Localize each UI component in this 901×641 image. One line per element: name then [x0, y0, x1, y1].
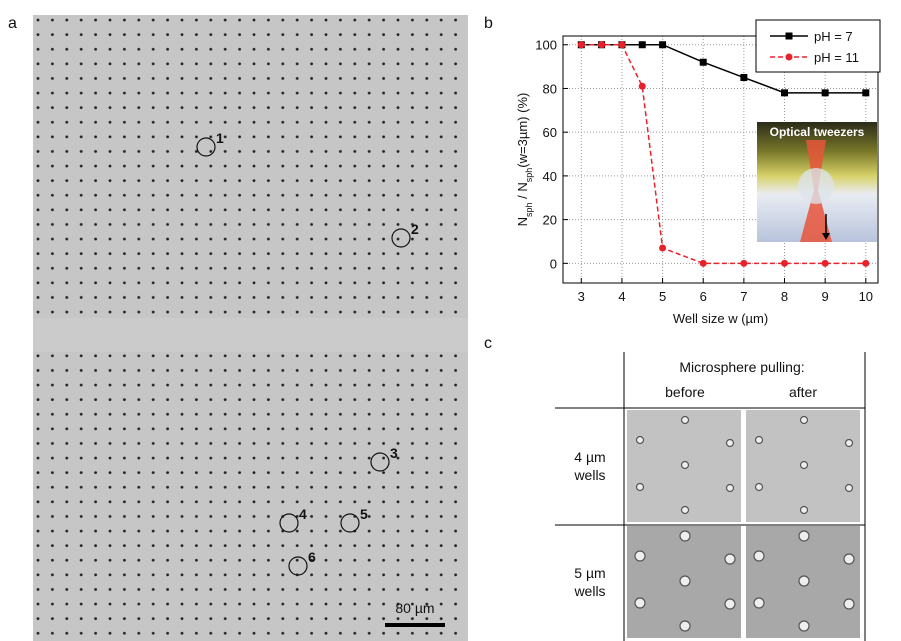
point [659, 41, 666, 48]
point [781, 89, 788, 96]
x-tick-label: 5 [659, 289, 666, 304]
sphere [798, 168, 834, 204]
point [639, 41, 646, 48]
x-axis-label: Well size w (µm) [673, 311, 768, 326]
microsphere [680, 576, 690, 586]
microsphere [799, 576, 809, 586]
microsphere [801, 417, 808, 424]
microsphere [727, 485, 734, 492]
point [578, 41, 585, 48]
marker-label: 6 [308, 549, 316, 565]
microsphere [682, 507, 689, 514]
microsphere [635, 598, 645, 608]
point [639, 83, 646, 90]
x-tick-label: 10 [859, 289, 873, 304]
y-axis-label: Nsph / Nsph(w=3µm) (%) [515, 93, 534, 227]
y-axis-label-part: sph [524, 168, 534, 183]
legend-label: pH = 7 [814, 29, 853, 44]
column-header: before [665, 384, 705, 400]
microsphere [844, 554, 854, 564]
panel-label: a [8, 15, 17, 32]
scale-bar [385, 623, 445, 627]
microsphere [801, 462, 808, 469]
legend-marker [786, 54, 793, 61]
point [862, 89, 869, 96]
point [598, 41, 605, 48]
point [862, 260, 869, 267]
microsphere [725, 599, 735, 609]
microsphere [754, 598, 764, 608]
microsphere [680, 531, 690, 541]
chart: 0 20 40 60 80 100 3 4 5 6 7 8 9 10 Well size w (µm) Nsp… [515, 20, 880, 326]
marker-label: 4 [299, 506, 307, 522]
x-tick-label: 8 [781, 289, 788, 304]
microsphere [846, 485, 853, 492]
point [659, 245, 666, 252]
column-header: after [789, 384, 817, 400]
point [700, 59, 707, 66]
microsphere [682, 462, 689, 469]
point [822, 260, 829, 267]
y-tick-label: 60 [543, 125, 557, 140]
scale-label: 80 µm [395, 600, 434, 616]
microsphere [680, 621, 690, 631]
y-tick-label: 0 [550, 256, 557, 271]
row-label: wells [573, 583, 605, 599]
microsphere [801, 507, 808, 514]
legend-marker [786, 33, 793, 40]
y-axis-label-part: (w=3µm) (%) [515, 93, 530, 168]
microsphere [635, 551, 645, 561]
figure: a 1 2 3 4 5 6 80 µm b 0 20 40 60 80 100 3 4 5 6 7 8 9 10 We… [0, 0, 901, 641]
microsphere [727, 440, 734, 447]
x-tick-label: 9 [822, 289, 829, 304]
y-tick-label: 80 [543, 81, 557, 96]
marker-label: 5 [360, 506, 368, 522]
marker-label: 2 [411, 221, 419, 237]
microsphere [756, 484, 763, 491]
microsphere [846, 440, 853, 447]
y-tick-label: 20 [543, 213, 557, 228]
row-label: 5 µm [574, 565, 605, 581]
microsphere [754, 551, 764, 561]
marker-label: 3 [390, 445, 398, 461]
x-tick-label: 4 [618, 289, 625, 304]
point [740, 74, 747, 81]
row-label: 4 µm [574, 449, 605, 465]
y-axis-label-part: N [515, 217, 530, 226]
band [33, 318, 468, 352]
microsphere [844, 599, 854, 609]
microsphere [799, 621, 809, 631]
x-tick-label: 6 [700, 289, 707, 304]
inset-label: Optical tweezers [770, 125, 865, 139]
panel-label: b [484, 15, 493, 32]
microsphere [756, 437, 763, 444]
microsphere [682, 417, 689, 424]
microsphere [799, 531, 809, 541]
x-tick-label: 3 [578, 289, 585, 304]
panel-label: c [484, 335, 492, 352]
y-axis-label-part: sph [524, 202, 534, 217]
point [700, 260, 707, 267]
y-tick-label: 100 [535, 38, 557, 53]
marker-label: 1 [216, 130, 224, 146]
microsphere [637, 437, 644, 444]
table: Microsphere pulling: before after 4 µm wells… [555, 352, 865, 641]
point [618, 41, 625, 48]
y-axis-label-part: / N [515, 182, 530, 202]
legend-label: pH = 11 [814, 50, 859, 65]
point [781, 260, 788, 267]
microsphere [637, 484, 644, 491]
point [740, 260, 747, 267]
y-tick-label: 40 [543, 169, 557, 184]
x-tick-label: 7 [740, 289, 747, 304]
row-label: wells [573, 467, 605, 483]
microsphere [725, 554, 735, 564]
point [822, 89, 829, 96]
table-header: Microsphere pulling: [679, 359, 804, 375]
